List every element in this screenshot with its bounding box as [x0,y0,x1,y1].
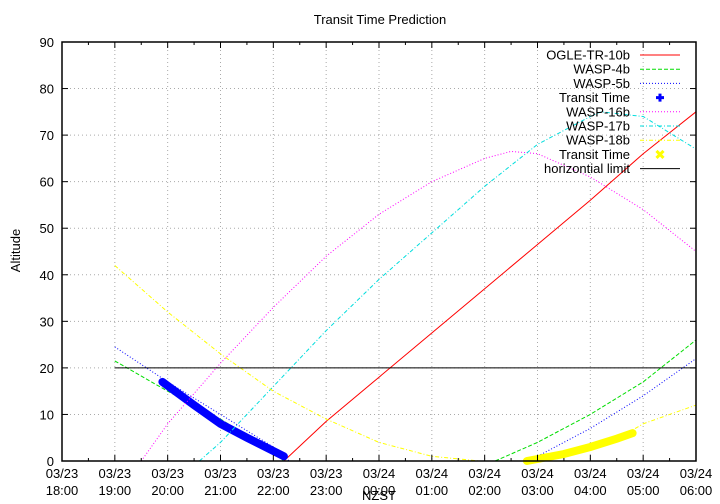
series-line [199,111,697,462]
legend-label: WASP-17b [566,119,630,134]
legend-label: WASP-16b [566,104,630,119]
x-tick-time: 02:00 [468,483,501,498]
x-tick-time: 22:00 [257,483,290,498]
series-line [114,346,290,462]
axis-ticks: 0 10 20 30 40 50 60 70 80 90 03/23 18:00 03/23 19:00 0… [40,35,713,498]
data-series [114,111,697,465]
series-line [114,265,480,462]
x-axis-label: NZST [362,488,396,503]
y-tick-label: 60 [40,175,54,190]
x-tick-time: 19:00 [99,483,132,498]
x-tick-time: 03:00 [521,483,554,498]
x-tick-time: 23:00 [310,483,343,498]
y-tick-label: 10 [40,407,54,422]
x-tick-date: 03/23 [310,466,343,481]
series-line [627,404,697,434]
y-tick-label: 40 [40,268,54,283]
x-tick-date: 03/24 [627,466,660,481]
legend-label: OGLE-TR-10b [546,48,630,63]
x-tick-date: 03/23 [151,466,184,481]
series-line [526,358,697,462]
series-line [158,377,288,461]
x-tick-date: 03/24 [680,466,713,481]
y-tick-label: 50 [40,221,54,236]
y-tick-label: 80 [40,82,54,97]
x-tick-date: 03/23 [204,466,237,481]
x-tick-date: 03/23 [99,466,132,481]
legend-label: Transit Time [559,90,630,105]
x-tick-time: 00:00 [363,483,396,498]
x-tick-time: 05:00 [627,483,660,498]
legend-plus-marker-icon [656,93,664,102]
x-tick-time: 20:00 [151,483,184,498]
x-tick-date: 03/23 [257,466,290,481]
series-line [140,150,697,462]
x-tick-date: 03/24 [468,466,501,481]
x-tick-time: 21:00 [204,483,237,498]
y-tick-label: 90 [40,35,54,50]
y-tick-label: 30 [40,314,54,329]
x-tick-date: 03/24 [574,466,607,481]
series-line [522,429,637,465]
y-tick-label: 20 [40,361,54,376]
legend-label: WASP-18b [566,133,630,148]
legend-label: Transit Time [559,147,630,162]
series-line [494,339,697,462]
legend-label: WASP-4b [573,62,630,77]
y-tick-label: 70 [40,128,54,143]
x-tick-time: 18:00 [46,483,79,498]
x-tick-date: 03/24 [416,466,449,481]
x-tick-date: 03/24 [521,466,554,481]
y-tick-label: 0 [47,454,54,469]
legend-x-marker-icon [655,149,665,159]
x-tick-time: 01:00 [416,483,449,498]
legend-label: WASP-5b [573,76,630,91]
chart-title: Transit Time Prediction [313,12,447,27]
legend-label: horizontial limit [544,161,630,176]
x-tick-date: 03/23 [46,466,79,481]
series-line [283,111,697,462]
x-tick-time: 06:00 [680,483,713,498]
x-tick-date: 03/24 [363,466,396,481]
x-tick-time: 04:00 [574,483,607,498]
